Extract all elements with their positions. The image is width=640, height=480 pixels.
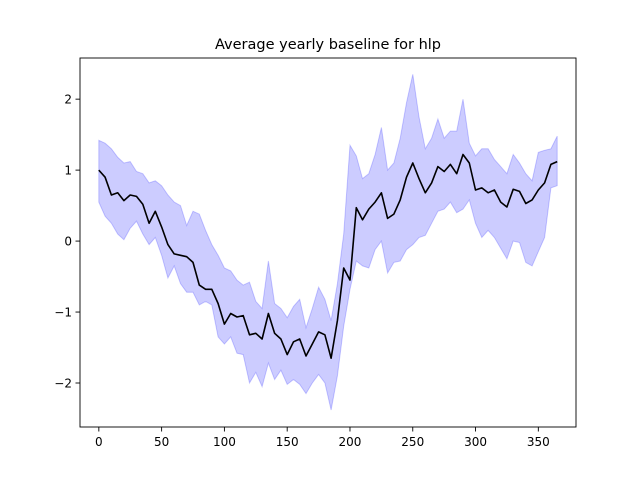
x-tick-label: 150 (276, 435, 299, 449)
axes-frame (79, 57, 577, 428)
x-tick-label: 50 (154, 435, 169, 449)
mean-line (98, 153, 558, 359)
range-band (98, 74, 558, 411)
x-tick-label: 200 (339, 435, 362, 449)
y-tick-label: −2 (54, 376, 72, 390)
x-tick-label: 300 (464, 435, 487, 449)
x-tick-label: 100 (213, 435, 236, 449)
x-tick-label: 350 (527, 435, 550, 449)
x-axis: 0 50 100 150 200 250 300 350 (95, 427, 550, 449)
plot-area (98, 74, 558, 411)
y-tick-label: 1 (64, 163, 72, 177)
x-tick-label: 0 (95, 435, 103, 449)
chart-title: Average yearly baseline for hlp (215, 37, 441, 53)
y-axis: −2 −1 0 1 2 (54, 92, 80, 390)
y-tick-label: −1 (54, 305, 72, 319)
y-tick-label: 2 (64, 92, 72, 106)
x-tick-label: 250 (401, 435, 424, 449)
y-tick-label: 0 (64, 234, 72, 248)
